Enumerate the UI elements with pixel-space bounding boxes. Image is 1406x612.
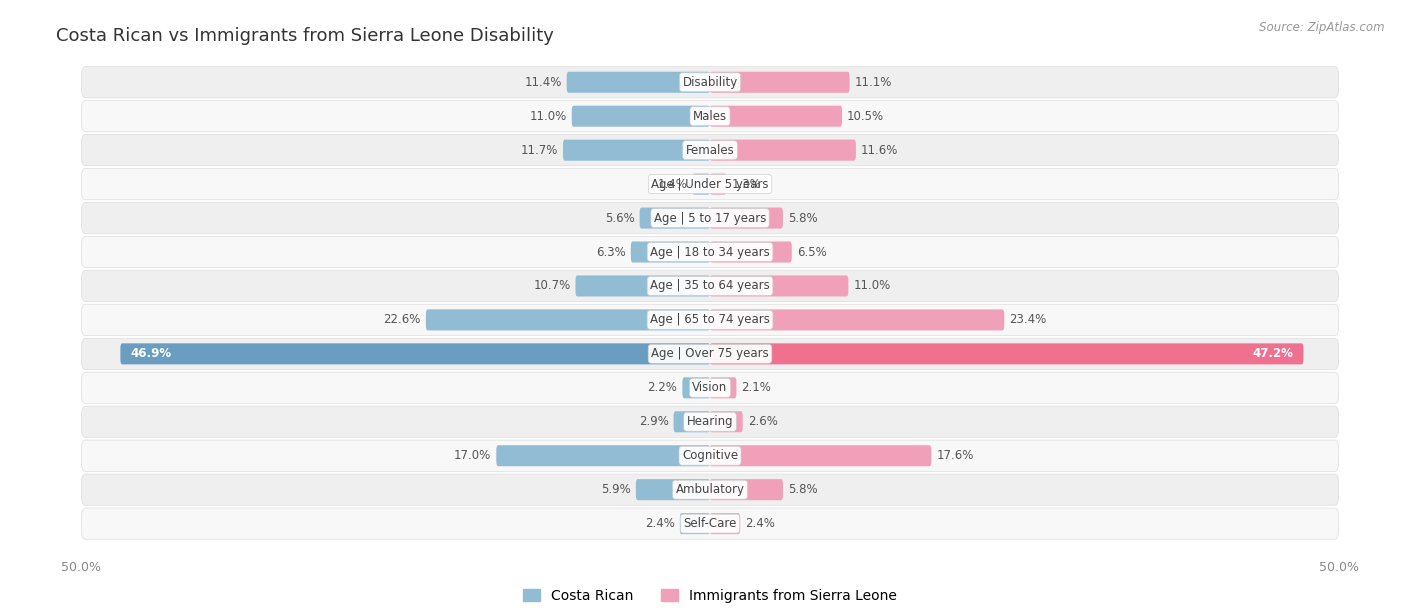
Text: 5.9%: 5.9%	[602, 483, 631, 496]
FancyBboxPatch shape	[572, 106, 710, 127]
Text: Males: Males	[693, 110, 727, 122]
FancyBboxPatch shape	[82, 271, 1339, 302]
FancyBboxPatch shape	[82, 508, 1339, 539]
FancyBboxPatch shape	[82, 338, 1339, 370]
Text: Females: Females	[686, 144, 734, 157]
FancyBboxPatch shape	[673, 411, 710, 432]
Text: Vision: Vision	[692, 381, 728, 394]
Text: 5.8%: 5.8%	[787, 212, 818, 225]
Text: 2.4%: 2.4%	[745, 517, 775, 530]
Text: 2.9%: 2.9%	[638, 416, 668, 428]
Text: Age | 18 to 34 years: Age | 18 to 34 years	[650, 245, 770, 258]
FancyBboxPatch shape	[82, 372, 1339, 403]
Text: Source: ZipAtlas.com: Source: ZipAtlas.com	[1260, 21, 1385, 34]
FancyBboxPatch shape	[562, 140, 710, 161]
Text: 2.4%: 2.4%	[645, 517, 675, 530]
Text: 46.9%: 46.9%	[131, 348, 172, 360]
Text: Age | Under 5 years: Age | Under 5 years	[651, 177, 769, 190]
FancyBboxPatch shape	[710, 445, 931, 466]
Text: 10.7%: 10.7%	[533, 280, 571, 293]
FancyBboxPatch shape	[710, 242, 792, 263]
FancyBboxPatch shape	[82, 304, 1339, 335]
Text: 23.4%: 23.4%	[1010, 313, 1046, 326]
Text: 17.0%: 17.0%	[454, 449, 491, 462]
FancyBboxPatch shape	[710, 513, 740, 534]
Text: 5.6%: 5.6%	[605, 212, 634, 225]
FancyBboxPatch shape	[82, 406, 1339, 438]
FancyBboxPatch shape	[82, 67, 1339, 98]
Text: 11.0%: 11.0%	[530, 110, 567, 122]
FancyBboxPatch shape	[710, 72, 849, 93]
Text: 2.6%: 2.6%	[748, 416, 778, 428]
Text: Age | 65 to 74 years: Age | 65 to 74 years	[650, 313, 770, 326]
Text: 47.2%: 47.2%	[1253, 348, 1294, 360]
FancyBboxPatch shape	[636, 479, 710, 500]
Text: Age | 35 to 64 years: Age | 35 to 64 years	[650, 280, 770, 293]
FancyBboxPatch shape	[710, 377, 737, 398]
Text: Costa Rican vs Immigrants from Sierra Leone Disability: Costa Rican vs Immigrants from Sierra Le…	[56, 27, 554, 45]
FancyBboxPatch shape	[575, 275, 710, 296]
FancyBboxPatch shape	[82, 440, 1339, 471]
Text: Disability: Disability	[682, 76, 738, 89]
FancyBboxPatch shape	[682, 377, 710, 398]
FancyBboxPatch shape	[121, 343, 710, 364]
Text: 11.7%: 11.7%	[520, 144, 558, 157]
FancyBboxPatch shape	[710, 343, 1303, 364]
Text: Cognitive: Cognitive	[682, 449, 738, 462]
FancyBboxPatch shape	[82, 236, 1339, 267]
FancyBboxPatch shape	[710, 106, 842, 127]
FancyBboxPatch shape	[82, 203, 1339, 234]
FancyBboxPatch shape	[640, 207, 710, 228]
Text: 11.4%: 11.4%	[524, 76, 561, 89]
Text: 11.0%: 11.0%	[853, 280, 890, 293]
FancyBboxPatch shape	[426, 310, 710, 330]
FancyBboxPatch shape	[710, 310, 1004, 330]
FancyBboxPatch shape	[82, 100, 1339, 132]
Text: 11.1%: 11.1%	[855, 76, 891, 89]
FancyBboxPatch shape	[82, 168, 1339, 200]
FancyBboxPatch shape	[496, 445, 710, 466]
FancyBboxPatch shape	[710, 479, 783, 500]
FancyBboxPatch shape	[82, 474, 1339, 506]
FancyBboxPatch shape	[710, 411, 742, 432]
Text: Hearing: Hearing	[686, 416, 734, 428]
FancyBboxPatch shape	[710, 207, 783, 228]
Text: 6.5%: 6.5%	[797, 245, 827, 258]
Text: Self-Care: Self-Care	[683, 517, 737, 530]
Text: Age | Over 75 years: Age | Over 75 years	[651, 348, 769, 360]
Legend: Costa Rican, Immigrants from Sierra Leone: Costa Rican, Immigrants from Sierra Leon…	[517, 583, 903, 608]
Text: 11.6%: 11.6%	[860, 144, 898, 157]
Text: 1.3%: 1.3%	[731, 177, 761, 190]
FancyBboxPatch shape	[710, 140, 856, 161]
FancyBboxPatch shape	[710, 275, 848, 296]
Text: 2.2%: 2.2%	[648, 381, 678, 394]
FancyBboxPatch shape	[710, 174, 727, 195]
Text: 10.5%: 10.5%	[846, 110, 884, 122]
FancyBboxPatch shape	[692, 174, 710, 195]
Text: Age | 5 to 17 years: Age | 5 to 17 years	[654, 212, 766, 225]
Text: 6.3%: 6.3%	[596, 245, 626, 258]
Text: 2.1%: 2.1%	[741, 381, 772, 394]
FancyBboxPatch shape	[631, 242, 710, 263]
FancyBboxPatch shape	[681, 513, 710, 534]
Text: 22.6%: 22.6%	[384, 313, 420, 326]
FancyBboxPatch shape	[82, 135, 1339, 166]
Text: 17.6%: 17.6%	[936, 449, 974, 462]
Text: 1.4%: 1.4%	[658, 177, 688, 190]
Text: Ambulatory: Ambulatory	[675, 483, 745, 496]
FancyBboxPatch shape	[567, 72, 710, 93]
Text: 5.8%: 5.8%	[787, 483, 818, 496]
